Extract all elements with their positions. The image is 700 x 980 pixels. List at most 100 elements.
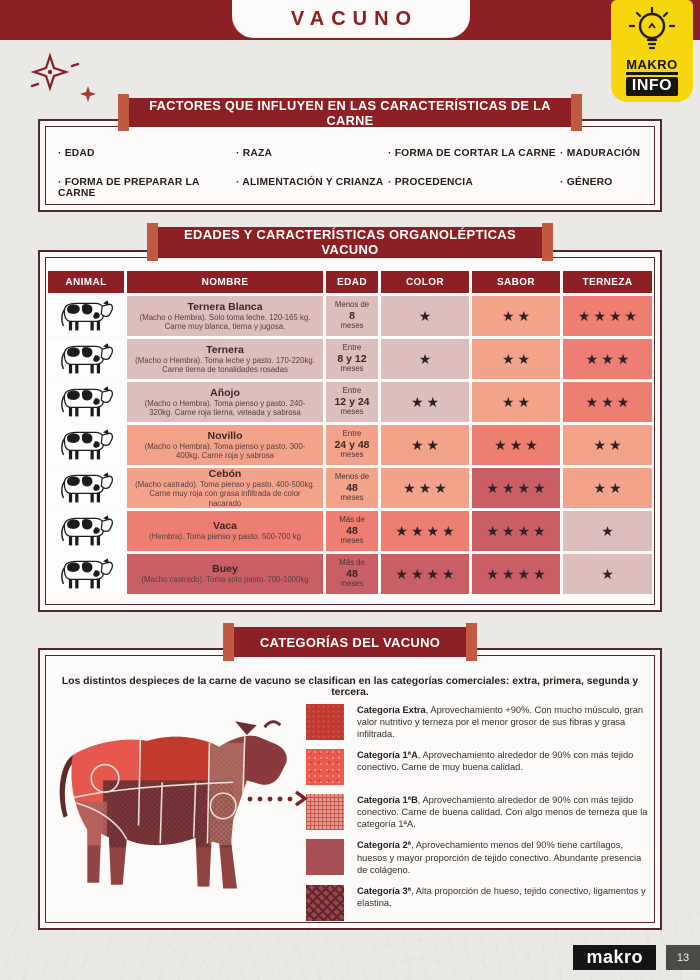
animal-description: (Macho castrado). Toma solo pasto. 700-1… [141,575,309,585]
dotted-arrow-icon [247,790,308,807]
color-stars-cell: ★ [381,339,469,379]
page-number: 13 [666,945,700,970]
age-value: 48 [346,567,358,580]
color-stars-cell: ★★ [381,382,469,422]
cow-icon [57,341,115,377]
age-prefix: Entre [342,342,362,352]
table-row: Vaca (Hembra). Toma pienso y pasto. 500-7… [48,511,652,552]
category-item: Categoría 2ª, Aprovechamiento menos del … [306,839,654,876]
factor-item: · RAZA [236,148,273,159]
animal-image-cell [48,425,124,465]
animal-name: Añojo [210,386,240,399]
badge-text-makro: MAKRO [626,57,678,76]
age-value: 8 [349,309,355,322]
factors-box [38,119,662,212]
factor-item: · GÉNERO [560,177,613,188]
table-header-row: ANIMAL NOMBRE EDAD COLOR SABOR TERNEZA [48,271,652,293]
category-swatch [306,704,344,740]
badge-text-info: INFO [625,77,679,97]
age-cell: Menos de 48 meses [326,468,378,509]
age-cell: Entre 24 y 48 meses [326,425,378,465]
category-label: Categoría Extra [357,705,426,715]
color-stars-cell: ★ [381,296,469,336]
table-row: Buey (Macho castrado). Toma solo pasto. 7… [48,554,652,595]
category-label: Categoría 3ª [357,885,412,896]
factors-list: · EDAD · RAZA · FORMA DE CORTAR LA CARNE · … [58,148,648,199]
category-text: Categoría 1ªB, Aprovechamiento alrededor… [357,795,648,830]
age-prefix: Entre [342,428,362,438]
color-stars-cell: ★★★★ [381,511,469,552]
col-header-animal: ANIMAL [48,271,124,293]
animal-description: (Macho o Hembra). Toma leche y pasto. 17… [135,355,315,375]
table-row: Añojo (Macho o Hembra). Toma pienso y pas… [48,382,652,422]
age-cell: Entre 12 y 24 meses [326,382,378,422]
name-cell: Ternera (Macho o Hembra). Toma leche y pa… [127,339,323,379]
factor-item: · FORMA DE CORTAR LA CARNE [388,148,556,159]
terneza-stars-cell: ★★★★ [563,296,652,336]
category-text: Categoría 1ªA, Aprovechamiento alrededor… [357,750,634,773]
factor-item: · EDAD [58,148,95,159]
terneza-stars-cell: ★★ [563,425,652,465]
makro-logo: makro [573,945,656,970]
age-prefix: Menos de [334,299,370,309]
factor-item: · MADURACIÓN [560,148,641,159]
age-value: 48 [346,524,358,537]
animal-name: Ternera [206,343,244,356]
animal-name: Ternera Blanca [187,300,263,313]
table-row: Ternera Blanca (Macho o Hembra). Solo tom… [48,296,652,336]
cow-icon [57,384,115,420]
table-row: Novillo (Macho o Hembra). Toma pienso y p… [48,425,652,465]
sparkle-icon [30,52,96,102]
age-cell: Más de 48 meses [326,511,378,552]
sabor-stars-cell: ★★ [472,339,560,379]
age-cell: Entre 8 y 12 meses [326,339,378,379]
factors-banner: FACTORES QUE INFLUYEN EN LAS CARACTERÍST… [118,94,582,131]
age-value: 48 [346,481,358,494]
name-cell: Ternera Blanca (Macho o Hembra). Solo tom… [127,296,323,336]
cow-icon [57,427,115,463]
age-suffix: meses [340,407,364,417]
category-label: Categoría 1ªB [357,795,418,806]
category-item: Categoría 1ªB, Aprovechamiento alrededor… [306,794,654,831]
age-value: 12 y 24 [334,395,370,408]
cow-icon [57,556,115,592]
categories-banner: CATEGORÍAS DEL VACUNO [223,623,477,661]
color-stars-cell: ★★★ [381,468,469,509]
category-text: Categoría 2ª, Aprovechamiento menos del … [357,840,642,875]
age-cell: Más de 48 meses [326,554,378,595]
age-prefix: Más de [339,514,365,524]
age-suffix: meses [340,493,364,503]
sabor-stars-cell: ★★ [472,296,560,336]
name-cell: Novillo (Macho o Hembra). Toma pienso y p… [127,425,323,465]
age-suffix: meses [340,364,364,374]
factor-item: · PROCEDENCIA [388,177,473,188]
animal-image-cell [48,554,124,595]
table-row: Cebón (Macho castrado). Toma pienso y pas… [48,468,652,509]
category-item: Categoría 1ªA, Aprovechamiento alrededor… [306,749,654,786]
cow-icon [57,470,115,506]
category-swatch [306,839,344,876]
category-label: Categoría 2ª [357,840,412,851]
lightbulb-icon [628,6,676,50]
col-header-color: COLOR [381,271,469,293]
animal-description: (Macho castrado). Toma pienso y pasto. 4… [135,480,315,508]
sabor-stars-cell: ★★★★ [472,511,560,552]
beef-cuts-cow-diagram [59,720,287,889]
factor-item: · FORMA DE PREPARAR LA CARNE [58,177,200,199]
name-cell: Añojo (Macho o Hembra). Toma pienso y pas… [127,382,323,422]
organoleptic-table: ANIMAL NOMBRE EDAD COLOR SABOR TERNEZA T… [45,268,655,597]
sabor-stars-cell: ★★★ [472,425,560,465]
makro-info-badge: MAKRO INFO [611,0,693,102]
terneza-stars-cell: ★ [563,511,652,552]
animal-name: Novillo [207,429,243,442]
age-suffix: meses [340,579,364,589]
terneza-stars-cell: ★ [563,554,652,595]
col-header-sabor: SABOR [472,271,560,293]
organoleptic-banner: EDADES Y CARACTERÍSTICAS ORGANOLÉPTICAS … [147,223,553,261]
name-cell: Cebón (Macho castrado). Toma pienso y pas… [127,468,323,509]
animal-description: (Hembra). Toma pienso y pasto. 500-700 k… [149,532,301,542]
animal-description: (Macho o Hembra). Solo toma leche. 120-1… [139,312,311,332]
age-suffix: meses [340,321,364,331]
page-title-tab: VACUNO [232,0,470,38]
